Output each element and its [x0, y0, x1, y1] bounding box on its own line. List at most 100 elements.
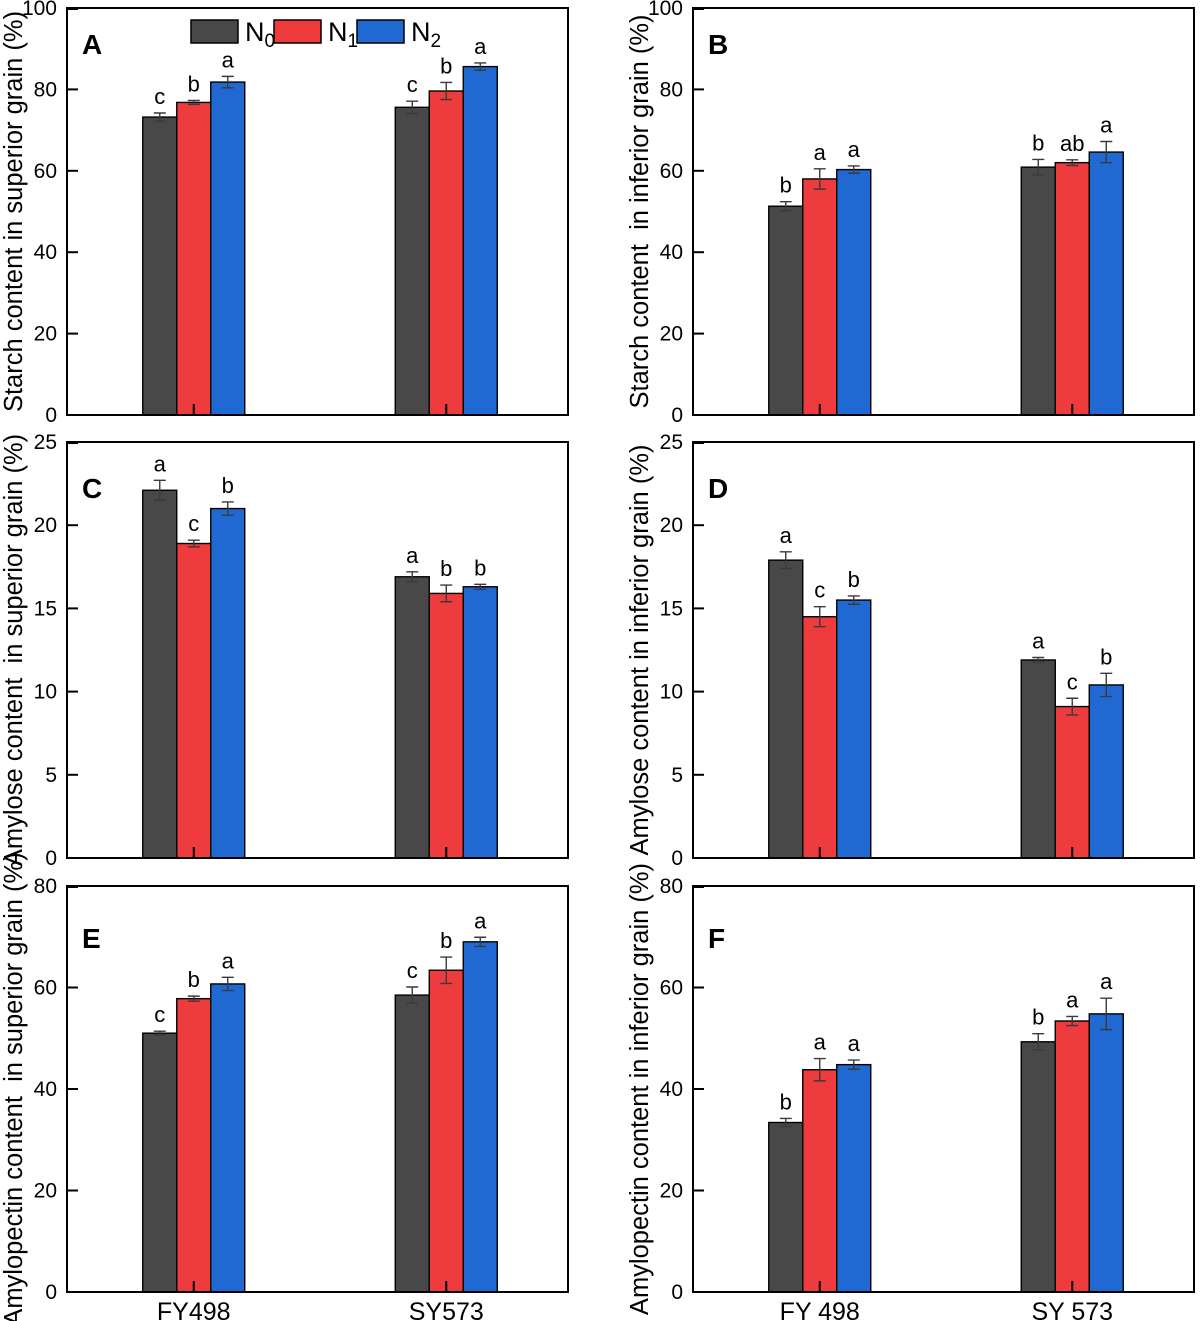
y-tick-label: 60 [660, 977, 683, 1000]
error-bar [1100, 672, 1113, 698]
error-bar [187, 995, 200, 1002]
y-tick-label: 20 [660, 514, 683, 537]
panel-letter: E [82, 923, 101, 954]
error-bar [440, 81, 453, 101]
significance-letter: b [474, 555, 486, 580]
panel-letter: D [708, 473, 728, 504]
y-axis-title: Amylopectin content in inferior grain (%… [626, 863, 654, 1315]
plot-frame [692, 441, 1195, 859]
legend: N0 N1 N2 [190, 17, 441, 52]
y-tick-label: 80 [34, 78, 57, 101]
plot-frame [692, 885, 1195, 1293]
significance-letter: c [154, 84, 165, 109]
bar-N2-SY573 [1088, 1013, 1124, 1293]
y-tick-label: 100 [648, 0, 683, 20]
significance-letter: a [814, 1030, 827, 1055]
y-tick-label: 20 [34, 323, 57, 346]
error-bar [440, 584, 453, 603]
y-tick-label: 80 [34, 875, 57, 898]
y-tick-label: 5 [671, 764, 683, 787]
y-tick-label: 20 [660, 1180, 683, 1203]
error-bar [153, 112, 166, 122]
error-bar [1032, 158, 1045, 176]
bar-N2-FY498 [210, 81, 246, 416]
significance-letter: b [440, 53, 452, 78]
error-bar [1100, 140, 1113, 164]
y-tick-label: 20 [34, 1180, 57, 1203]
y-tick-label: 0 [671, 404, 683, 427]
bar-N2-SY573 [462, 941, 498, 1293]
panel-letter: C [82, 473, 102, 504]
error-bar [440, 956, 453, 985]
bar-N2-SY573 [1088, 684, 1124, 859]
y-tick-label: 40 [660, 241, 683, 264]
error-bar [779, 551, 792, 570]
significance-letter: a [848, 1031, 861, 1056]
error-bar [406, 571, 419, 583]
x-category-label: FY498 [157, 1298, 231, 1321]
y-tick-label: 80 [660, 78, 683, 101]
bar-N0-SY573 [1020, 1041, 1056, 1293]
significance-letter: b [188, 71, 200, 96]
significance-letter: c [814, 578, 825, 603]
legend-swatch-N2 [356, 19, 405, 44]
significance-letter: c [407, 72, 418, 97]
y-tick-label: 20 [34, 514, 57, 537]
y-tick-label: 0 [671, 1281, 683, 1304]
bar-N2-FY498 [836, 168, 872, 416]
significance-letter: a [222, 47, 235, 72]
error-bar [474, 583, 487, 590]
significance-letter: b [848, 567, 860, 592]
panel-letter: F [708, 923, 725, 954]
error-bar [474, 62, 487, 71]
y-tick-label: 25 [34, 431, 57, 454]
error-bar [153, 1030, 166, 1036]
bar-N0-SY573 [394, 994, 430, 1293]
significance-letter: b [188, 967, 200, 992]
legend-label-N1: N1 [328, 17, 358, 52]
y-tick-label: 0 [45, 1281, 57, 1304]
y-tick-label: 60 [34, 160, 57, 183]
y-tick-label: 40 [660, 1078, 683, 1101]
significance-letter: c [154, 1002, 165, 1027]
error-bar [187, 99, 200, 106]
significance-letter: a [474, 908, 487, 933]
bar-N1-SY573 [1054, 161, 1090, 416]
bar-N1-FY498 [802, 178, 838, 416]
panel-letter: A [82, 29, 102, 60]
y-axis-title: Amylopectin content in superior grain (%… [0, 852, 28, 1321]
bar-N0-FY498 [768, 1121, 804, 1293]
error-bar [1066, 697, 1079, 716]
y-tick-label: 40 [34, 241, 57, 264]
bar-N1-SY573 [1054, 705, 1090, 859]
significance-letter: a [1100, 112, 1113, 137]
significance-letter: ab [1060, 131, 1084, 156]
error-bar [813, 168, 826, 190]
significance-letter: a [780, 523, 793, 548]
y-tick-label: 40 [34, 1078, 57, 1101]
significance-letter: a [406, 543, 419, 568]
bar-N0-FY498 [142, 116, 178, 416]
error-bar [1100, 997, 1113, 1031]
bar-N2-SY573 [462, 586, 498, 859]
y-tick-label: 20 [660, 323, 683, 346]
y-tick-label: 60 [660, 160, 683, 183]
legend-label-N2: N2 [411, 17, 441, 52]
error-bar [847, 165, 860, 174]
error-bar [847, 1059, 860, 1070]
y-tick-label: 60 [34, 977, 57, 1000]
y-tick-label: 10 [34, 681, 57, 704]
error-bar [1066, 1015, 1079, 1027]
error-bar [474, 936, 487, 948]
bar-N1-FY498 [176, 542, 212, 859]
bar-N1-SY573 [428, 969, 464, 1293]
error-bar [221, 501, 234, 516]
y-tick-label: 0 [671, 847, 683, 870]
bar-N0-FY498 [142, 489, 178, 859]
y-tick-label: 5 [45, 764, 57, 787]
significance-letter: b [780, 1089, 792, 1114]
error-bar [187, 539, 200, 548]
plot-frame [66, 441, 569, 859]
